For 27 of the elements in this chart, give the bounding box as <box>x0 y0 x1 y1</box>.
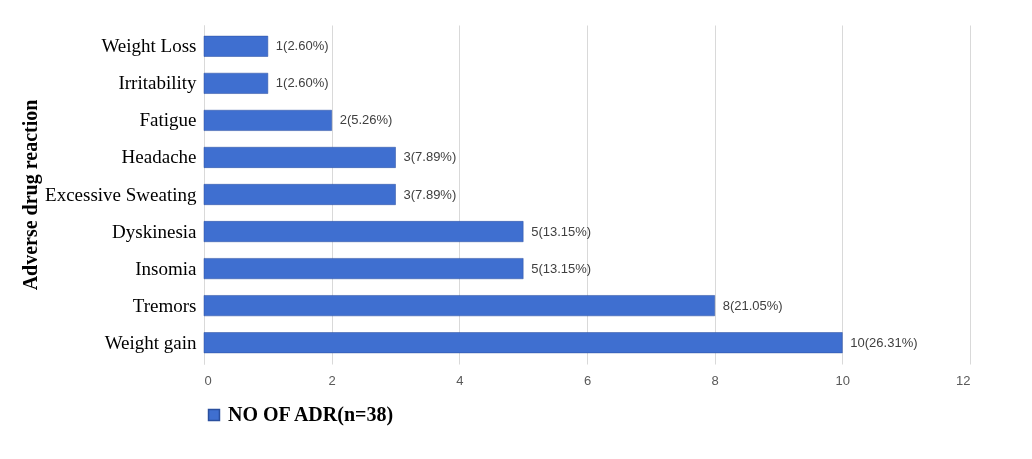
y-tick-label: Irritability <box>118 72 197 94</box>
y-tick-label: Tremors <box>132 294 197 316</box>
data-label: 1(2.60%) <box>275 38 329 54</box>
x-tick-label: 10 <box>835 372 851 388</box>
y-axis-title: Adverse drug reaction <box>19 99 43 291</box>
y-tick-label: Insomia <box>135 257 198 279</box>
y-tick-label: Weight gain <box>104 331 197 353</box>
data-label: 2(5.26%) <box>339 112 393 128</box>
x-tick-label: 0 <box>204 372 212 388</box>
x-tick-label: 6 <box>583 372 592 388</box>
data-label: 5(13.15%) <box>531 260 592 276</box>
x-tick-label: 12 <box>956 372 971 388</box>
y-tick-label: Headache <box>121 146 197 168</box>
data-label: 3(7.89%) <box>403 149 457 165</box>
x-tick-label: 4 <box>456 372 464 388</box>
y-tick-label: Fatigue <box>139 109 197 131</box>
data-label: 1(2.60%) <box>275 75 329 91</box>
data-label: 3(7.89%) <box>403 186 457 202</box>
data-label: 8(21.05%) <box>722 297 783 313</box>
data-label: 10(26.31%) <box>850 334 918 350</box>
y-tick-label: Dyskinesia <box>112 220 198 242</box>
data-label: 5(13.15%) <box>531 223 592 239</box>
y-tick-label: Weight Loss <box>101 35 197 57</box>
legend-label: NO OF ADR(n=38) <box>228 403 394 426</box>
x-tick-label: 2 <box>328 372 336 388</box>
y-tick-label: Excessive Sweating <box>45 183 197 205</box>
x-tick-label: 8 <box>711 372 719 388</box>
